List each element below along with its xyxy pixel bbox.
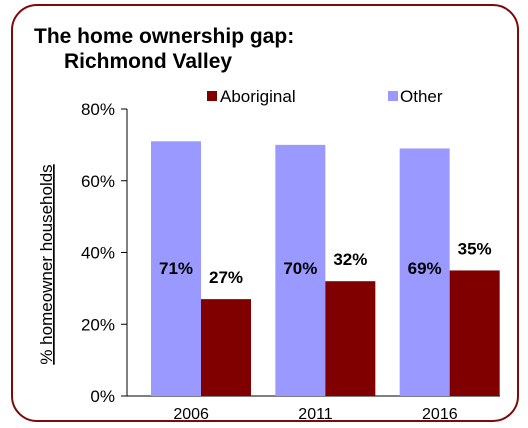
bar-aboriginal-2016: [449, 270, 500, 396]
data-label-aboriginal-2006: 27%: [209, 268, 243, 287]
chart-title-line-2: Richmond Valley: [64, 50, 233, 73]
data-label-other-2016: 69%: [408, 259, 442, 278]
bar-aboriginal-2011: [325, 281, 376, 396]
chart-frame: [11, 4, 519, 422]
y-axis-title: % homeowner households: [37, 164, 56, 364]
y-tick-label: 60%: [81, 172, 115, 191]
legend-swatch-aboriginal: [207, 91, 217, 101]
data-label-aboriginal-2016: 35%: [458, 239, 492, 258]
x-tick-label: 2011: [298, 406, 333, 423]
legend-swatch-other: [388, 91, 398, 101]
bar-other-2006: [151, 141, 201, 396]
bar-other-2011: [275, 144, 326, 396]
x-tick-label: 2006: [173, 406, 209, 423]
data-label-other-2011: 70%: [283, 259, 317, 278]
legend-label-aboriginal: Aboriginal: [220, 87, 296, 106]
chart-title: The home ownership gap: Richmond Valley: [34, 24, 354, 74]
x-tick-label: 2016: [422, 406, 458, 423]
y-tick-label: 0%: [90, 387, 115, 406]
bar-aboriginal-2006: [201, 299, 251, 396]
y-tick-label: 80%: [81, 100, 115, 119]
chart-title-line-1: The home ownership gap:: [34, 25, 295, 48]
y-tick-label: 40%: [81, 244, 115, 263]
bar-other-2016: [399, 148, 450, 396]
y-tick-label: 20%: [81, 315, 115, 334]
data-label-other-2006: 71%: [159, 259, 193, 278]
data-label-aboriginal-2011: 32%: [333, 250, 367, 269]
legend-label-other: Other: [400, 87, 443, 106]
